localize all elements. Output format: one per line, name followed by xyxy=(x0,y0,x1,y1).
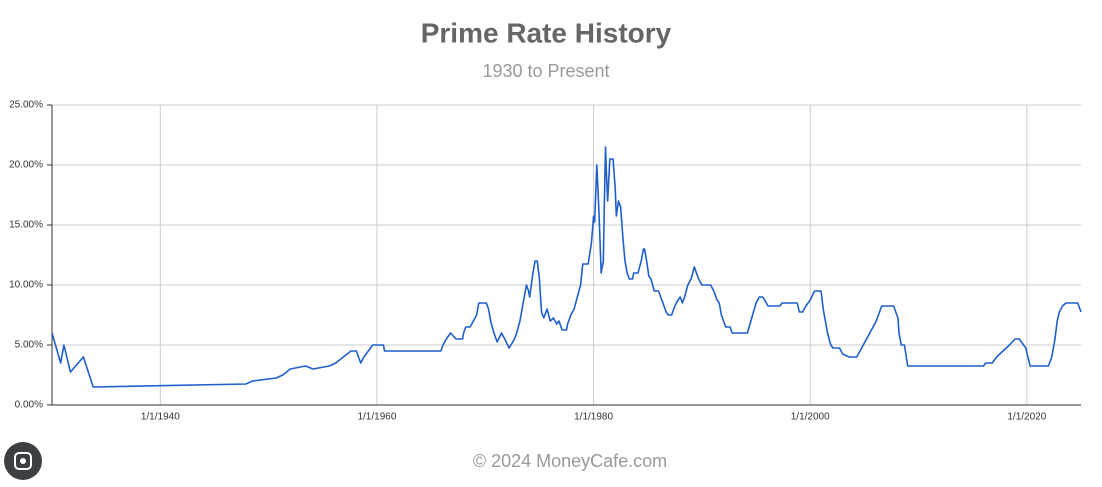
y-tick-label: 10.00% xyxy=(9,280,43,291)
x-tick-label: 1/1/1940 xyxy=(141,412,180,423)
x-tick-label: 1/1/1960 xyxy=(357,412,396,423)
y-tick-label: 20.00% xyxy=(9,160,43,171)
y-tick-label: 25.00% xyxy=(9,100,43,111)
y-tick-label: 0.00% xyxy=(15,400,43,411)
lens-icon[interactable] xyxy=(4,442,42,480)
x-tick-label: 1/1/2020 xyxy=(1007,412,1046,423)
x-tick-label: 1/1/2000 xyxy=(791,412,830,423)
chart-title: Prime Rate History xyxy=(421,17,672,48)
y-tick-label: 15.00% xyxy=(9,220,43,231)
y-tick-label: 5.00% xyxy=(15,340,43,351)
chart-subtitle: 1930 to Present xyxy=(482,61,609,81)
x-tick-label: 1/1/1980 xyxy=(574,412,613,423)
line-series xyxy=(51,146,1082,388)
footer: © 2024 MoneyCafe.com xyxy=(473,451,667,471)
